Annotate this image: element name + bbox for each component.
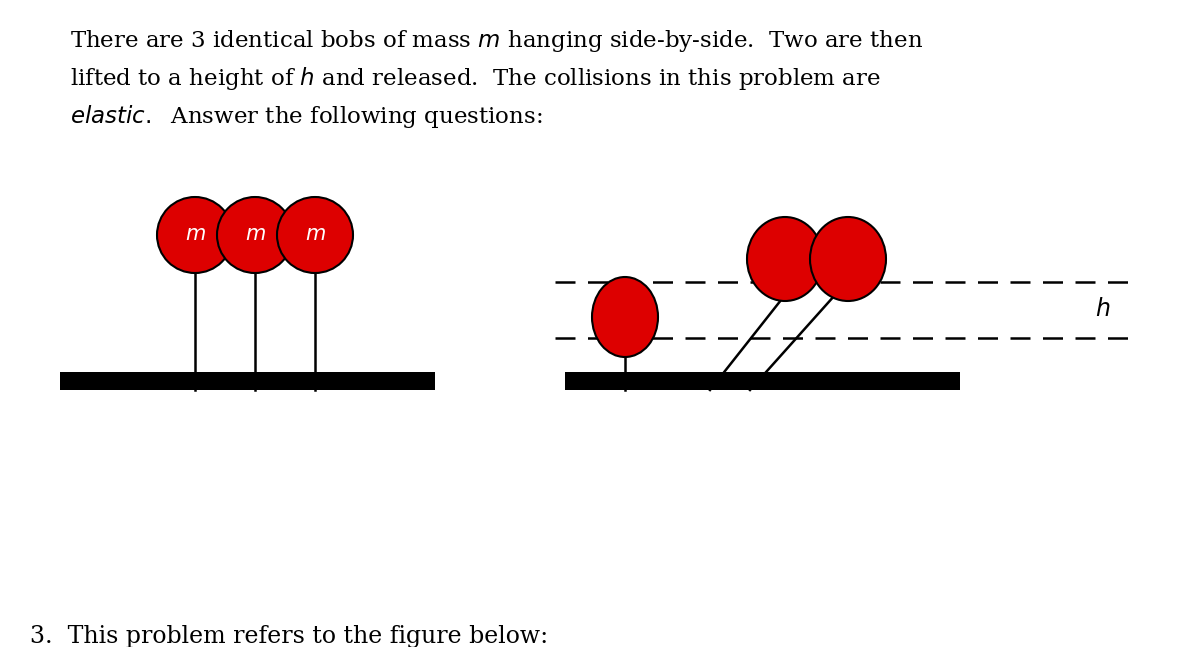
Circle shape	[277, 197, 353, 273]
Ellipse shape	[592, 277, 658, 357]
Text: $\it{elastic}.$  Answer the following questions:: $\it{elastic}.$ Answer the following que…	[70, 103, 542, 130]
Text: $h$: $h$	[1096, 298, 1110, 322]
Bar	[565, 372, 960, 390]
Circle shape	[157, 197, 233, 273]
Ellipse shape	[810, 217, 886, 301]
Bar	[60, 372, 436, 390]
Text: 3.  This problem refers to the figure below:: 3. This problem refers to the figure bel…	[30, 625, 548, 647]
Ellipse shape	[746, 217, 823, 301]
Text: $m$: $m$	[185, 226, 205, 245]
Circle shape	[217, 197, 293, 273]
Text: $m$: $m$	[305, 226, 325, 245]
Text: $m$: $m$	[245, 226, 265, 245]
Text: lifted to a height of $h$ and released.  The collisions in this problem are: lifted to a height of $h$ and released. …	[70, 65, 881, 92]
Text: There are 3 identical bobs of mass $m$ hanging side-by-side.  Two are then: There are 3 identical bobs of mass $m$ h…	[70, 28, 923, 54]
